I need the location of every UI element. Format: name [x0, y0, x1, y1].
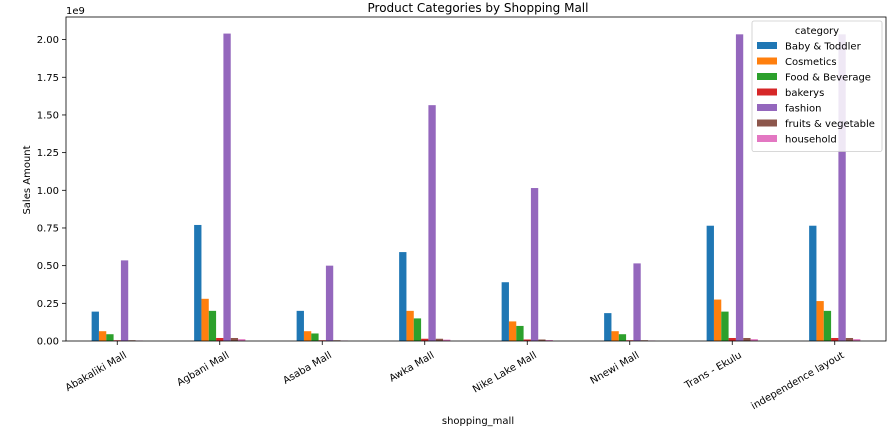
legend-label: bakerys — [785, 88, 824, 99]
bar — [721, 312, 728, 341]
y-ticks-group: 0.00 0.25 0.50 0.75 1.00 1.25 1.50 1.75 2.00 — [37, 35, 66, 347]
bar — [816, 301, 823, 341]
bar — [619, 334, 626, 341]
bar — [509, 321, 516, 341]
legend-swatch — [757, 120, 777, 127]
bar — [194, 225, 201, 341]
bar — [516, 326, 523, 341]
y-scale-label: 1e9 — [66, 6, 85, 17]
x-ticks-group: Abakaliki Mall Agbani Mall Asaba Mall Awka … — [64, 341, 847, 412]
y-tick-label: 0.75 — [37, 223, 59, 234]
bar — [604, 313, 611, 341]
y-tick-label: 0.50 — [37, 261, 59, 272]
x-tick-label: Awka Mall — [388, 350, 437, 384]
bar — [714, 300, 721, 341]
legend-swatch — [757, 104, 777, 111]
bar — [831, 338, 838, 341]
legend-label: household — [785, 135, 837, 146]
bar — [201, 299, 208, 341]
x-tick-label: Nike Lake Mall — [471, 350, 539, 395]
bar — [106, 334, 113, 341]
bar — [92, 312, 99, 341]
bar — [809, 226, 816, 341]
legend-label: fashion — [785, 104, 821, 115]
bar — [531, 188, 538, 341]
bar — [99, 331, 106, 341]
legend-swatch — [757, 89, 777, 96]
y-tick-label: 0.25 — [37, 299, 59, 310]
legend-swatch — [757, 135, 777, 142]
chart-title: Product Categories by Shopping Mall — [368, 1, 589, 15]
bar — [729, 338, 736, 341]
bar — [846, 338, 853, 341]
bar — [231, 338, 238, 341]
bar — [414, 318, 421, 341]
bar — [216, 338, 223, 341]
legend-label: Food & Beverage — [785, 73, 871, 84]
x-tick-label: Abakaliki Mall — [64, 350, 129, 394]
bar — [297, 311, 304, 341]
bar — [209, 311, 216, 341]
legend-swatch — [757, 58, 777, 65]
bar — [611, 331, 618, 341]
legend-title: category — [795, 26, 839, 37]
bar — [399, 252, 406, 341]
bar — [304, 331, 311, 341]
y-tick-label: 1.25 — [37, 148, 59, 159]
x-tick-label: Trans - Ekulu — [682, 350, 743, 392]
bar — [223, 34, 230, 341]
bar — [743, 338, 750, 341]
y-tick-label: 1.00 — [37, 186, 59, 197]
legend-swatch — [757, 42, 777, 49]
bar — [428, 105, 435, 341]
legend-label: Baby & Toddler — [785, 42, 862, 53]
y-tick-label: 1.50 — [37, 110, 59, 121]
bar — [326, 266, 333, 341]
x-tick-label: Nnewi Mall — [589, 350, 642, 387]
bar — [406, 311, 413, 341]
bars-group — [92, 34, 861, 341]
legend: category Baby & Toddler Cosmetics Food & B… — [752, 21, 882, 152]
y-tick-label: 1.75 — [37, 73, 59, 84]
x-tick-label: Asaba Mall — [281, 350, 333, 387]
x-tick-label: independence layout — [750, 350, 847, 412]
y-tick-label: 0.00 — [37, 337, 59, 348]
bar — [736, 34, 743, 341]
bar — [502, 282, 509, 341]
legend-label: Cosmetics — [785, 57, 837, 68]
legend-label: fruits & vegetable — [785, 119, 875, 130]
bar — [824, 311, 831, 341]
y-tick-label: 2.00 — [37, 35, 59, 46]
bar — [121, 260, 128, 341]
bar — [311, 333, 318, 341]
bar — [707, 226, 714, 341]
legend-swatch — [757, 73, 777, 80]
bar — [633, 263, 640, 341]
x-tick-label: Agbani Mall — [175, 350, 231, 389]
y-axis-label: Sales Amount — [22, 145, 33, 214]
x-axis-label: shopping_mall — [442, 416, 514, 427]
